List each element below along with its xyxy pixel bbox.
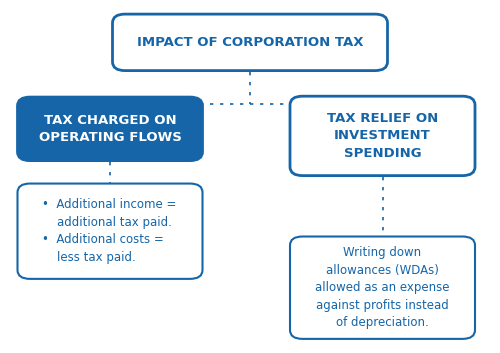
- FancyBboxPatch shape: [290, 237, 475, 339]
- Text: Writing down
allowances (WDAs)
allowed as an expense
against profits instead
of : Writing down allowances (WDAs) allowed a…: [316, 246, 450, 329]
- Text: TAX RELIEF ON
INVESTMENT
SPENDING: TAX RELIEF ON INVESTMENT SPENDING: [327, 112, 438, 160]
- FancyBboxPatch shape: [18, 97, 202, 161]
- Text: •  Additional income =
    additional tax paid.
•  Additional costs =
    less t: • Additional income = additional tax pai…: [42, 198, 177, 264]
- Text: IMPACT OF CORPORATION TAX: IMPACT OF CORPORATION TAX: [137, 36, 363, 49]
- Text: TAX CHARGED ON
OPERATING FLOWS: TAX CHARGED ON OPERATING FLOWS: [38, 114, 182, 144]
- FancyBboxPatch shape: [290, 96, 475, 175]
- FancyBboxPatch shape: [112, 14, 388, 71]
- FancyBboxPatch shape: [18, 184, 202, 279]
